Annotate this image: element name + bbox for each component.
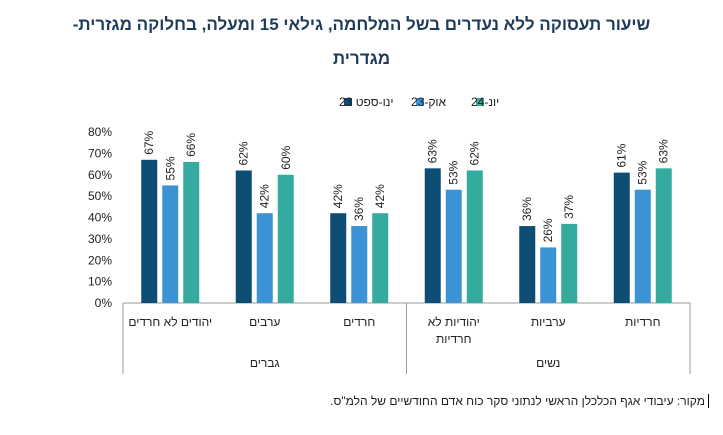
bar: [519, 226, 536, 303]
source-note: מקור: עיבודי אגף הכלכלן הראשי לנתוני סקר…: [330, 394, 709, 408]
group-label: גברים: [250, 356, 280, 370]
data-label: 42%: [331, 184, 345, 208]
bar: [183, 161, 200, 303]
data-label: 26%: [541, 218, 555, 242]
legend-swatch: [344, 98, 352, 106]
data-label: 53%: [636, 160, 650, 184]
data-label: 60%: [279, 145, 293, 169]
chart-title: שיעור תעסוקה ללא נעדרים בשל המלחמה, גילא…: [0, 8, 723, 76]
bar: [655, 168, 672, 303]
data-label: 61%: [615, 143, 629, 167]
y-tick-label: 80%: [88, 125, 112, 139]
category-label: יהודיות לא: [428, 315, 480, 329]
chart-title-line1: שיעור תעסוקה ללא נעדרים בשל המלחמה, גילא…: [72, 15, 651, 34]
y-tick-label: 10%: [88, 275, 112, 289]
legend-label: יונ-24: [471, 95, 499, 109]
legend-swatch: [476, 98, 484, 106]
bar: [540, 247, 557, 303]
bar: [372, 213, 389, 303]
data-label: 55%: [163, 156, 177, 180]
bar: [466, 170, 483, 303]
category-label: חרדיות: [436, 332, 471, 346]
bar: [613, 172, 630, 303]
bar: [235, 170, 252, 303]
group-label: נשים: [536, 356, 560, 370]
chart-title-line2: מגדרית: [332, 49, 391, 68]
data-label: 62%: [237, 141, 251, 165]
bar: [141, 159, 158, 303]
bar: [634, 189, 651, 303]
y-tick-label: 0%: [95, 296, 113, 310]
category-label: יהודים לא חרדים: [128, 315, 212, 329]
data-label: 36%: [352, 197, 366, 221]
legend-label: ינו-ספט 23: [339, 95, 394, 109]
category-label: חרדיות: [625, 315, 660, 329]
data-label: 63%: [426, 139, 440, 163]
y-tick-label: 20%: [88, 253, 112, 267]
legend-swatch: [416, 98, 424, 106]
bar: [256, 213, 273, 303]
data-label: 66%: [184, 133, 198, 157]
data-label: 42%: [258, 184, 272, 208]
category-label: ערבים: [249, 315, 280, 329]
y-tick-label: 70%: [88, 146, 112, 160]
bar: [330, 213, 347, 303]
bar: [277, 174, 294, 303]
bar: [424, 168, 441, 303]
category-label: ערביות: [531, 315, 566, 329]
y-tick-label: 30%: [88, 232, 112, 246]
data-label: 37%: [562, 195, 576, 219]
y-tick-label: 60%: [88, 168, 112, 182]
bar: [561, 223, 578, 303]
data-label: 62%: [468, 141, 482, 165]
data-label: 36%: [520, 197, 534, 221]
data-label: 53%: [447, 160, 461, 184]
legend-label: אוק-23: [411, 95, 447, 109]
bar: [162, 185, 179, 303]
data-label: 42%: [373, 184, 387, 208]
bar: [445, 189, 462, 303]
y-tick-label: 50%: [88, 189, 112, 203]
y-tick-label: 40%: [88, 211, 112, 225]
data-label: 63%: [657, 139, 671, 163]
bar: [351, 226, 368, 303]
data-label: 67%: [142, 130, 156, 154]
category-label: חרדים: [343, 315, 375, 329]
